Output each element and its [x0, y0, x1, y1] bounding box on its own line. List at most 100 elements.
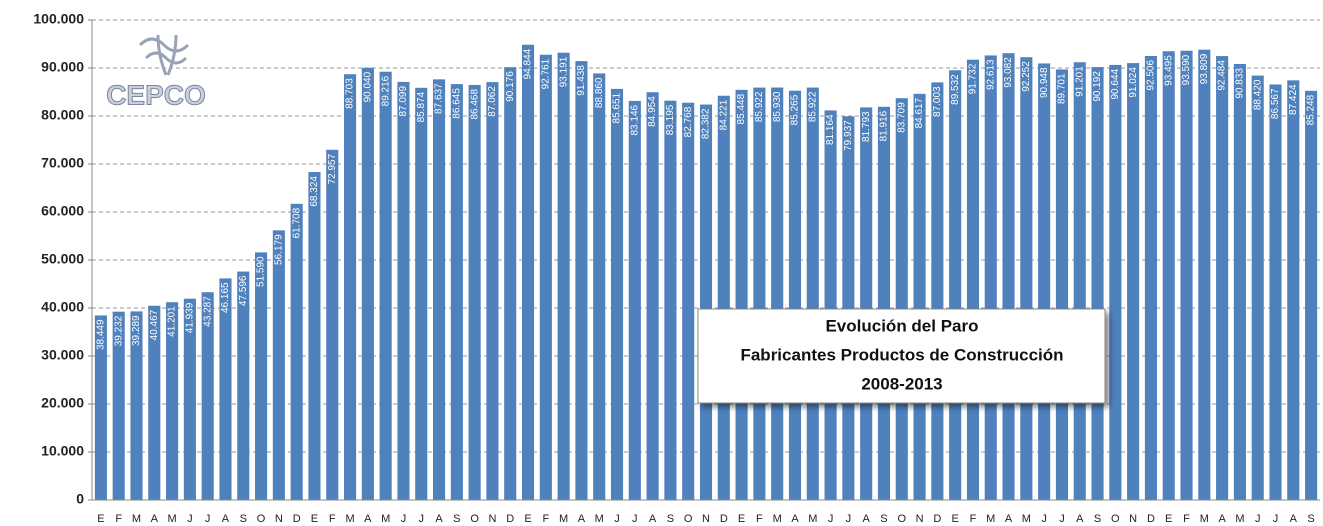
bar	[1180, 50, 1193, 500]
x-tick-label: F	[970, 513, 977, 525]
value-label: 39.232	[113, 315, 124, 346]
bar	[1287, 80, 1300, 500]
bar	[610, 88, 624, 501]
value-label: 56.179	[274, 234, 285, 265]
x-tick-label: J	[1041, 513, 1047, 525]
value-label: 84.617	[914, 97, 925, 128]
x-tick-label: J	[1255, 513, 1261, 525]
value-label: 86.645	[451, 88, 462, 119]
x-tick-label: A	[364, 513, 372, 525]
x-tick-label: O	[1111, 513, 1120, 525]
x-tick-label: A	[222, 513, 230, 525]
x-tick-label: A	[1005, 513, 1013, 525]
bar	[575, 61, 588, 501]
x-tick-label: D	[293, 513, 301, 525]
value-label: 89.532	[950, 74, 961, 105]
bar	[699, 104, 713, 500]
value-label: 93.495	[1163, 55, 1174, 86]
x-tick-label: J	[187, 513, 193, 525]
bar	[148, 305, 161, 500]
x-tick-label: S	[1307, 513, 1314, 525]
title-box-frame	[697, 308, 1106, 404]
y-tick-label: 60.000	[41, 203, 84, 219]
value-label: 85.448	[736, 93, 747, 124]
bar	[379, 71, 392, 501]
y-tick-label: 70.000	[41, 155, 84, 171]
x-tick-label: N	[275, 513, 283, 525]
bar	[1269, 84, 1282, 501]
value-label: 61.708	[291, 207, 302, 238]
x-tick-label: D	[1147, 513, 1155, 525]
x-tick-label: E	[738, 513, 745, 525]
value-label: 91.732	[968, 63, 979, 94]
value-label: 90.192	[1092, 71, 1103, 102]
value-label: 87.424	[1288, 84, 1299, 115]
bar	[788, 90, 802, 500]
title-line: Fabricantes Productos de Construcción	[740, 345, 1063, 364]
value-label: 88.420	[1252, 79, 1263, 110]
y-tick-label: 10.000	[41, 443, 84, 459]
value-label: 83.195	[665, 104, 676, 135]
x-tick-label: O	[897, 513, 906, 525]
value-label: 91.024	[1128, 67, 1139, 98]
value-label: 85.922	[807, 91, 818, 122]
bar	[237, 271, 250, 500]
value-label: 92.761	[540, 58, 551, 89]
value-label: 87.003	[932, 86, 943, 117]
x-tick-label: A	[1290, 513, 1298, 525]
bar	[1020, 57, 1033, 500]
value-label: 72.957	[327, 153, 338, 184]
value-label: 93.590	[1181, 54, 1192, 85]
x-tick-label: M	[345, 513, 354, 525]
bar	[94, 315, 107, 500]
x-tick-label: S	[240, 513, 247, 525]
bar	[842, 116, 855, 500]
x-tick-label: J	[846, 513, 852, 525]
value-label: 89.216	[380, 75, 391, 106]
value-label: 38.449	[96, 319, 107, 350]
bar	[717, 95, 730, 500]
bar	[201, 292, 214, 500]
x-tick-label: A	[578, 513, 586, 525]
x-tick-label: D	[720, 513, 728, 525]
bar	[557, 52, 570, 501]
value-label: 93.809	[1199, 53, 1210, 84]
title-box: Evolución del Paro Fabricantes Productos…	[697, 308, 1106, 404]
bar	[130, 311, 143, 500]
bar	[949, 70, 962, 500]
x-tick-label: J	[828, 513, 834, 525]
bar	[415, 87, 428, 500]
x-tick-label: E	[97, 513, 104, 525]
bar	[824, 110, 837, 500]
x-tick-label: A	[863, 513, 871, 525]
bar	[682, 102, 695, 501]
value-label: 85.248	[1306, 94, 1317, 125]
bar	[112, 311, 125, 500]
x-tick-label: J	[205, 513, 211, 525]
x-tick-label: A	[649, 513, 657, 525]
value-label: 51.590	[256, 256, 267, 287]
y-tick-label: 50.000	[41, 251, 84, 267]
bar	[1002, 53, 1015, 501]
x-tick-label: J	[1273, 513, 1279, 525]
value-label: 93.082	[1003, 57, 1014, 88]
bar	[753, 87, 766, 500]
value-label: 93.191	[558, 56, 569, 87]
bar	[877, 106, 891, 501]
value-label: 41.939	[185, 302, 196, 333]
value-label: 41.201	[167, 306, 178, 337]
value-label: 90.644	[1110, 68, 1121, 99]
value-label: 88.703	[345, 78, 356, 109]
value-label: 81.164	[825, 114, 836, 145]
x-tick-label: M	[559, 513, 568, 525]
bar	[1073, 62, 1086, 500]
y-tick-label: 40.000	[41, 299, 84, 315]
x-tick-label: M	[595, 513, 604, 525]
bar	[646, 92, 659, 501]
bar	[1091, 67, 1104, 500]
x-tick-label: E	[311, 513, 318, 525]
bar	[183, 298, 196, 500]
bar	[166, 302, 179, 500]
bar	[664, 100, 677, 500]
value-label: 85.874	[416, 91, 427, 122]
